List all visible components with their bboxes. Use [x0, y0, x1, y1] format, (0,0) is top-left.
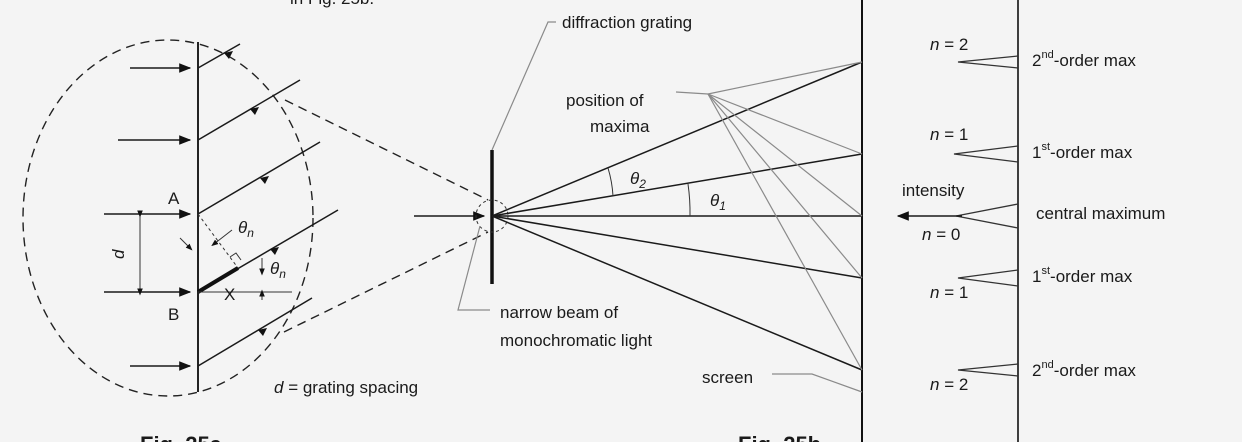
diffracted-rays: [197, 43, 339, 367]
n-label-1-bottom: n = 1: [930, 283, 968, 302]
diffraction-grating-label: diffraction grating: [562, 13, 692, 32]
beam-leader: [457, 225, 490, 311]
caption-right: Fig. 25b: [738, 432, 821, 442]
connector-top: [284, 99, 489, 201]
screen-leader: [772, 373, 863, 393]
peak-2nd-top: [957, 55, 1019, 69]
intensity-pattern: intensity n = 2 n = 1 n = 0 n = 1 n = 2 …: [896, 0, 1165, 442]
narrow-beam-label-1: narrow beam of: [500, 303, 618, 322]
intensity-label: intensity: [902, 181, 965, 200]
peak-1st-bottom: [957, 269, 1019, 287]
position-leader-lines: [675, 61, 863, 371]
theta1-arc: [687, 183, 691, 217]
n-label-1-top: n = 1: [930, 125, 968, 144]
n-label-0: n = 0: [922, 225, 960, 244]
label-X: X: [224, 285, 235, 304]
grating-spacing-label: d = grating spacing: [274, 378, 418, 397]
caption-left: Fig. 25a: [140, 432, 223, 442]
peak-2nd-bottom: [957, 363, 1019, 377]
n-label-2-top: n = 2: [930, 35, 968, 54]
grating-leader: [491, 21, 556, 151]
top-caption: in Fig. 25b.: [290, 0, 374, 8]
perpendicular-line: [197, 213, 239, 269]
order-label-2-bottom: 2nd-order max: [1032, 359, 1136, 380]
zoom-circle: [22, 39, 314, 397]
order-rays: [491, 61, 863, 371]
label-theta-n-bottom: θn: [270, 259, 286, 281]
grating-setup: θ1 θ2 diffraction grating position of ma…: [414, 0, 863, 442]
zoom-circle-group: d A B X θn θn d = grating spacing: [22, 39, 489, 397]
label-d: d: [109, 249, 128, 259]
peak-central: [955, 203, 1019, 229]
label-A: A: [168, 189, 180, 208]
label-theta2: θ2: [630, 169, 646, 191]
label-theta1: θ1: [710, 191, 726, 213]
order-label-1-top: 1st-order max: [1032, 141, 1133, 162]
right-angle-marker: [229, 252, 242, 261]
screen-label: screen: [702, 368, 753, 387]
connector-bottom: [283, 231, 489, 333]
peak-1st-top: [953, 145, 1019, 163]
position-label-1: position of: [566, 91, 644, 110]
label-B: B: [168, 305, 179, 324]
path-difference-segment: [196, 266, 240, 294]
order-label-2-top: 2nd-order max: [1032, 49, 1136, 70]
incoming-rays: [104, 63, 192, 371]
narrow-beam-label-2: monochromatic light: [500, 331, 652, 350]
central-max-label: central maximum: [1036, 204, 1165, 223]
theta2-arc: [607, 167, 614, 197]
label-theta-n-top: θn: [238, 218, 254, 240]
order-label-1-bottom: 1st-order max: [1032, 265, 1133, 286]
n-label-2-bottom: n = 2: [930, 375, 968, 394]
position-label-2: maxima: [590, 117, 650, 136]
theta-n-pointer: [211, 229, 233, 247]
